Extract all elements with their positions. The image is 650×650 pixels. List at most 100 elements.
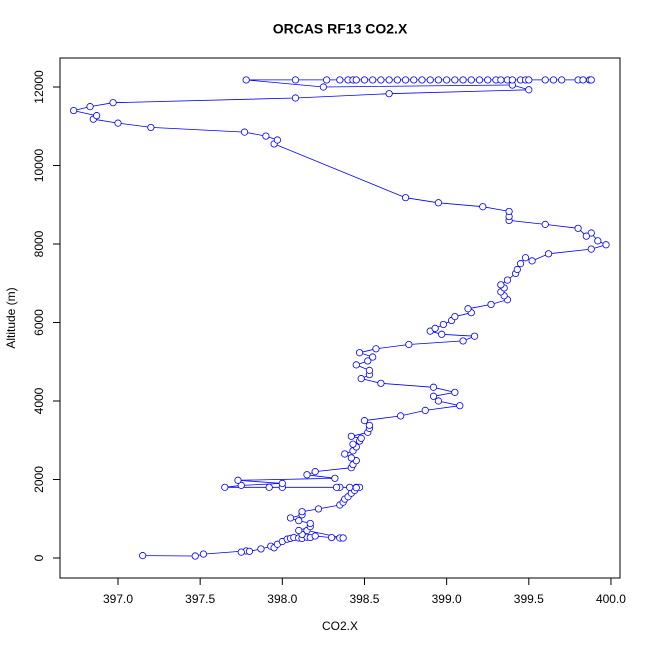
data-point xyxy=(191,552,199,560)
data-point xyxy=(377,379,385,387)
data-point xyxy=(295,526,303,535)
data-point xyxy=(587,76,595,84)
data-point xyxy=(369,76,377,84)
data-point xyxy=(352,76,360,84)
data-point xyxy=(459,76,467,84)
data-point xyxy=(516,260,525,268)
data-point xyxy=(265,483,273,491)
data-point xyxy=(401,194,410,202)
data-point xyxy=(109,99,117,107)
data-point xyxy=(365,366,374,374)
data-point xyxy=(418,76,426,84)
data-point xyxy=(503,276,512,284)
data-point xyxy=(273,136,281,144)
data-point xyxy=(429,383,438,391)
data-point xyxy=(328,533,336,542)
data-point xyxy=(262,132,270,140)
data-point xyxy=(323,76,331,84)
data-point xyxy=(434,397,443,405)
data-point xyxy=(242,76,250,84)
data-point xyxy=(602,241,610,249)
x-tick-label: 398.0 xyxy=(267,592,297,606)
data-point xyxy=(434,76,443,84)
data-point xyxy=(295,517,303,525)
data-point xyxy=(240,128,249,136)
data-point xyxy=(401,76,410,84)
data-point xyxy=(451,76,459,84)
data-point xyxy=(431,324,439,332)
chart-title: ORCAS RF13 CO2.X xyxy=(273,21,408,37)
x-tick-label: 399.0 xyxy=(432,592,462,606)
data-point xyxy=(372,345,380,353)
data-point xyxy=(278,479,286,488)
data-point xyxy=(438,330,446,338)
data-point xyxy=(385,90,393,98)
y-tick-label: 6000 xyxy=(32,309,46,336)
x-tick-label: 397.5 xyxy=(185,592,215,606)
data-point xyxy=(484,76,492,84)
data-point xyxy=(347,432,355,440)
data-point xyxy=(528,257,536,265)
data-point xyxy=(352,484,360,492)
data-point xyxy=(470,332,479,340)
x-tick-label: 399.5 xyxy=(514,592,544,606)
data-point xyxy=(475,76,484,84)
data-point xyxy=(339,534,347,542)
data-point xyxy=(497,281,505,289)
data-point xyxy=(331,474,339,482)
data-point xyxy=(464,305,472,313)
data-point xyxy=(347,454,355,462)
data-point xyxy=(525,86,533,94)
data-point xyxy=(594,237,602,245)
data-point xyxy=(147,123,155,132)
data-point xyxy=(346,483,354,491)
data-point xyxy=(364,357,372,365)
data-point xyxy=(393,76,401,84)
y-tick-label: 8000 xyxy=(32,230,46,257)
data-point xyxy=(410,76,418,84)
data-point xyxy=(487,300,495,309)
data-point xyxy=(426,76,434,84)
data-point xyxy=(332,483,341,491)
data-point xyxy=(521,254,530,262)
y-axis-label: Altitude (m) xyxy=(4,287,18,348)
data-point xyxy=(245,547,254,555)
data-point xyxy=(291,76,300,84)
data-point xyxy=(549,76,558,84)
data-point xyxy=(479,203,487,211)
data-point xyxy=(405,340,413,349)
data-point xyxy=(377,76,385,84)
x-axis-label: CO2.X xyxy=(322,619,358,633)
data-point xyxy=(360,76,369,84)
data-point xyxy=(587,245,595,253)
data-point xyxy=(199,550,208,558)
data-point xyxy=(357,434,365,442)
y-tick-label: 2000 xyxy=(32,466,46,493)
data-point xyxy=(497,76,505,84)
data-point xyxy=(579,76,587,84)
data-point xyxy=(513,265,521,274)
data-point xyxy=(357,375,365,383)
data-point xyxy=(574,224,582,232)
data-point xyxy=(336,76,344,84)
data-point xyxy=(429,392,438,400)
data-point xyxy=(459,337,467,345)
data-point xyxy=(541,220,549,228)
data-point xyxy=(369,353,377,361)
data-point xyxy=(234,476,242,484)
data-point xyxy=(93,112,101,120)
data-point xyxy=(434,199,443,207)
data-point xyxy=(311,532,319,540)
data-point xyxy=(525,76,533,84)
data-point xyxy=(86,103,94,111)
data-point xyxy=(508,76,516,84)
data-point xyxy=(451,313,459,321)
data-point xyxy=(341,450,349,458)
data-point xyxy=(439,320,447,329)
data-point xyxy=(385,76,393,84)
data-point xyxy=(311,468,319,476)
data-point xyxy=(349,440,357,448)
data-point xyxy=(221,483,229,491)
data-point xyxy=(451,388,459,396)
data-point xyxy=(443,76,451,84)
